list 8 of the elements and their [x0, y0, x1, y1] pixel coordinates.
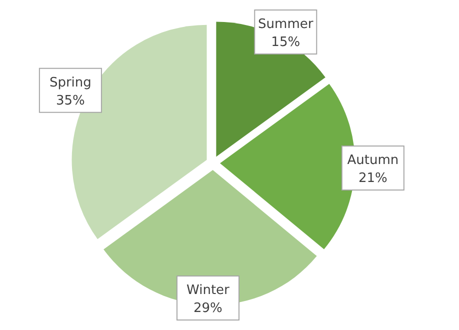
slice-label: Summer	[258, 17, 314, 32]
slice-label: Spring	[49, 75, 92, 90]
data-label: 29%	[194, 301, 222, 316]
data-label: 35%	[56, 93, 85, 108]
slice-label: Autumn	[347, 153, 399, 168]
data-label: 21%	[358, 171, 388, 186]
data-label: 15%	[271, 35, 300, 50]
slice-label: Winter	[186, 283, 230, 298]
